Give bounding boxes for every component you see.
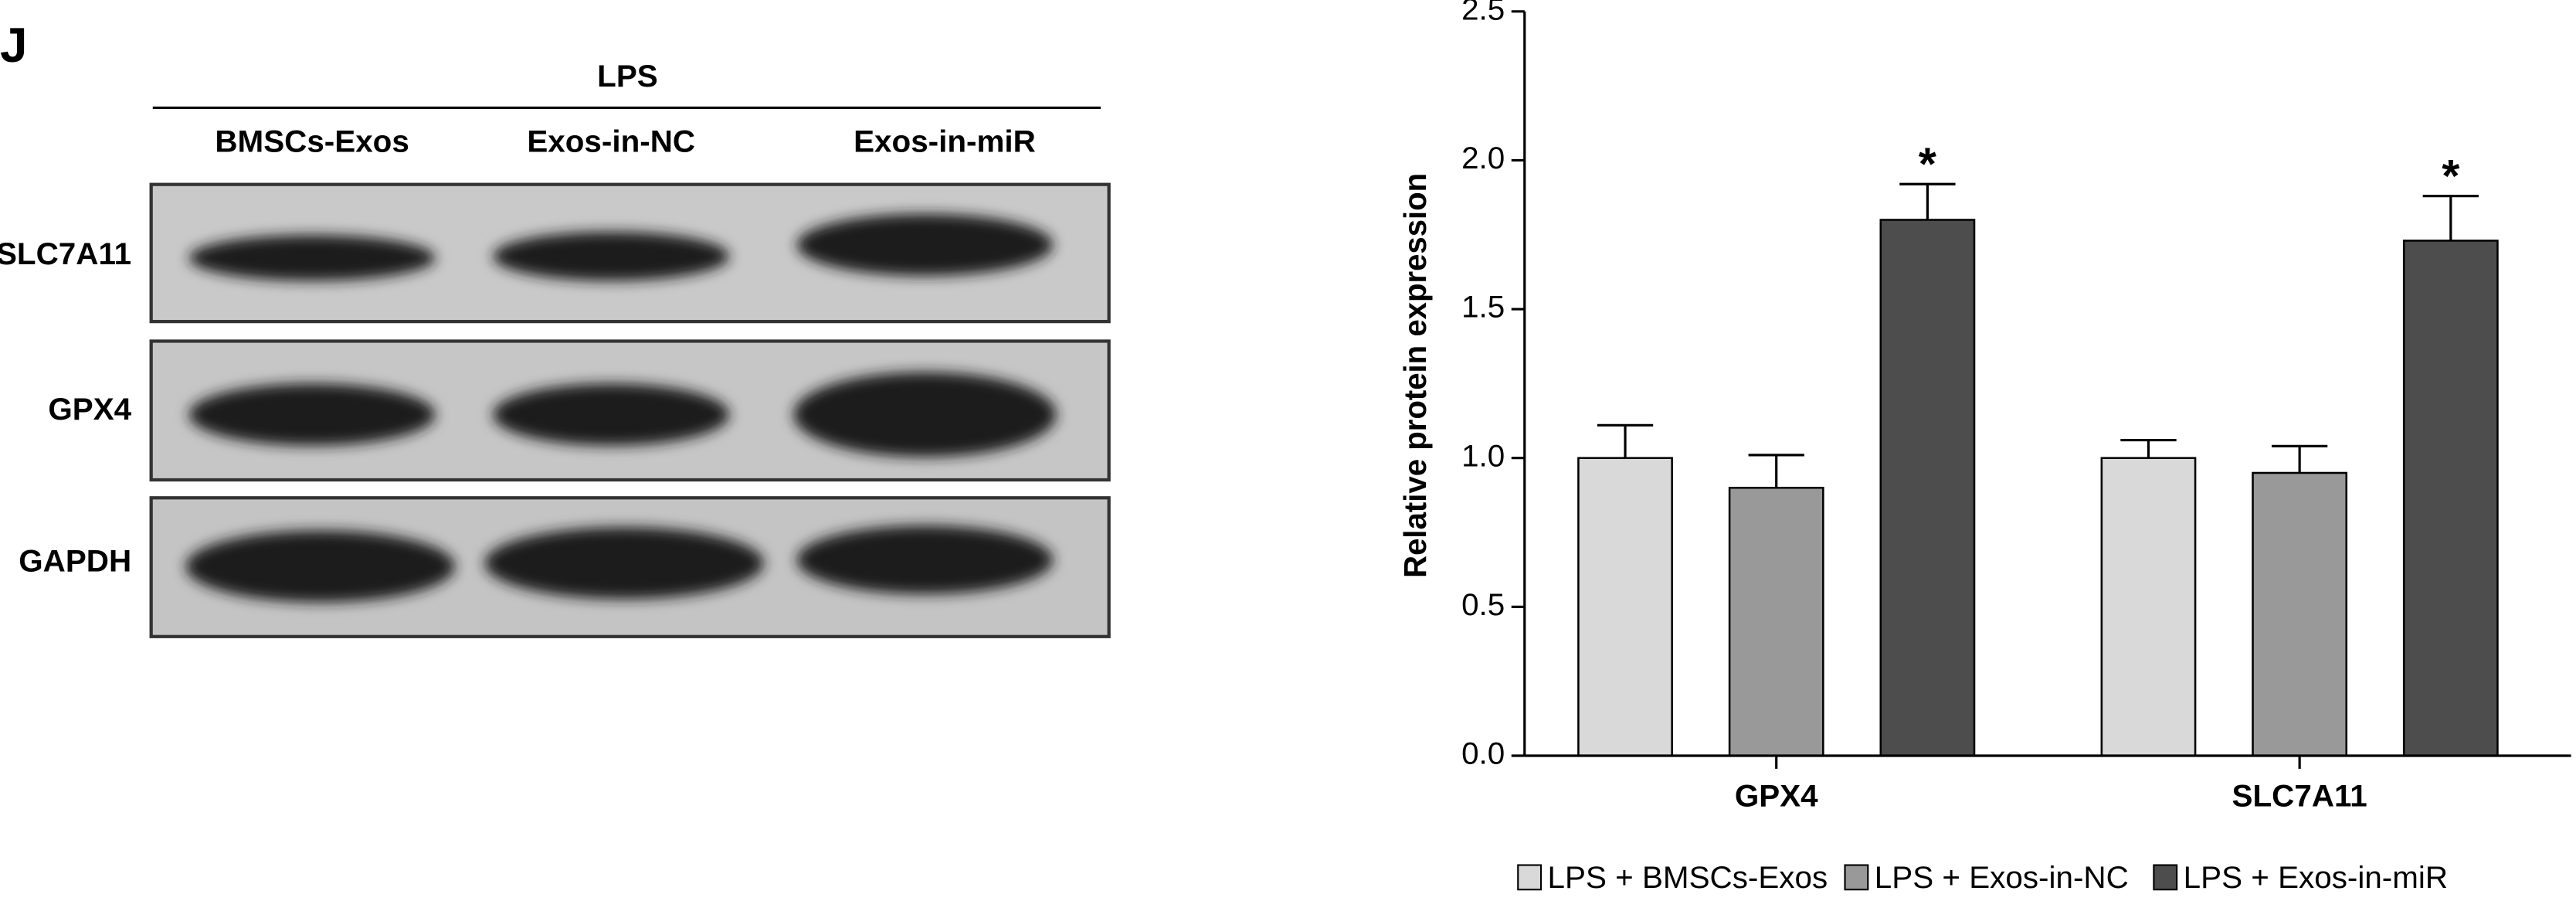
significance-mark: *: [2442, 150, 2460, 202]
lane-label: BMSCs-Exos: [215, 124, 409, 159]
y-tick-label: 2.0: [1461, 141, 1505, 175]
bar: [1577, 457, 1673, 757]
row-label: GAPDH: [19, 543, 131, 578]
bar: [1879, 219, 1976, 757]
panel-label: J: [0, 18, 27, 73]
bar: [2100, 457, 2197, 757]
legend-swatch: [2153, 864, 2178, 891]
blot-strips: [149, 182, 1111, 638]
legend-label: LPS + Exos-in-NC: [1875, 860, 2129, 895]
legend-label: LPS + Exos-in-miR: [2184, 860, 2448, 895]
row-label: SLC7A11: [0, 236, 131, 271]
row-label: GPX4: [48, 392, 131, 427]
bar: [1728, 486, 1824, 757]
bar: [2252, 471, 2348, 757]
bar: [2402, 240, 2499, 757]
significance-mark: *: [1919, 138, 1937, 190]
y-tick-label: 0.5: [1461, 587, 1505, 622]
y-tick-label: 1.0: [1461, 438, 1505, 473]
y-axis-label: Relative protein expression: [1398, 173, 1433, 578]
legend-label: LPS + BMSCs-Exos: [1548, 860, 1828, 895]
lane-label: Exos-in-miR: [854, 124, 1036, 159]
y-tick-label: 1.5: [1461, 290, 1505, 325]
x-tick-label: GPX4: [1735, 779, 1818, 814]
x-tick-label: SLC7A11: [2232, 779, 2367, 814]
legend-swatch: [1844, 864, 1869, 891]
treatment-label: LPS: [597, 59, 658, 94]
legend-swatch: [1517, 864, 1543, 891]
y-tick-label: 0.0: [1461, 736, 1505, 771]
lane-label: Exos-in-NC: [527, 124, 695, 159]
y-tick-label: 2.5: [1461, 0, 1505, 26]
